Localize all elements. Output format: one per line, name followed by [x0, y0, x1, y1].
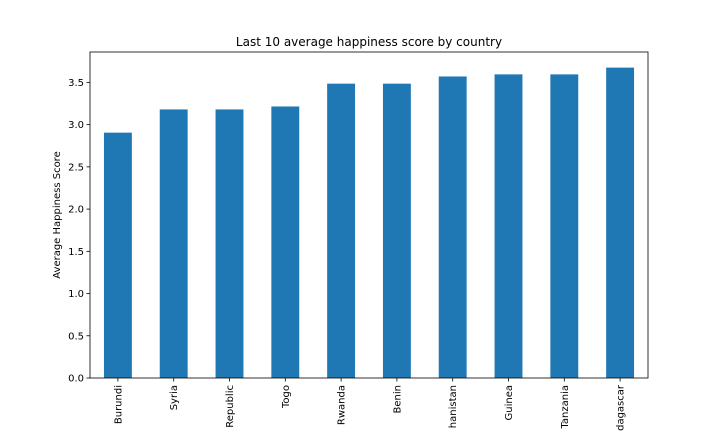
x-tick-label: dagascar	[616, 384, 627, 431]
y-tick-label: 0.0	[68, 374, 84, 385]
x-tick-label: Benin	[392, 385, 403, 413]
x-tick-label: Togo	[281, 385, 292, 409]
y-tick-label: 3.5	[68, 78, 84, 89]
y-axis-label: Average Happiness Score	[52, 151, 63, 278]
plot-area-frame	[89, 51, 649, 379]
bar-burundi	[103, 132, 132, 378]
y-tick-label: 1.0	[68, 289, 84, 300]
x-tick-label: Burundi	[113, 385, 124, 424]
x-tick-label: hanistan	[448, 385, 459, 428]
bar-hanistan	[438, 76, 467, 379]
chart-title: Last 10 average happiness score by count…	[236, 35, 502, 49]
bar-syria	[159, 109, 188, 378]
bars-group	[103, 67, 635, 379]
bar-guinea	[494, 74, 523, 378]
bar-republic	[215, 109, 244, 378]
bar-dagascar	[606, 67, 635, 378]
y-tick-label: 2.0	[68, 205, 84, 216]
y-tick-label: 0.5	[68, 331, 84, 342]
x-tick-label: Republic	[225, 385, 236, 428]
x-tick-label: Rwanda	[337, 385, 348, 425]
bar-togo	[271, 106, 300, 378]
x-tick-label: Tanzania	[560, 385, 571, 430]
bar-benin	[382, 83, 411, 378]
bar-tanzania	[550, 74, 579, 378]
y-tick-label: 3.0	[68, 120, 84, 131]
bar-rwanda	[327, 83, 356, 378]
x-tick-label: Guinea	[504, 385, 515, 420]
y-axis-ticks: 0.0 0.5 1.0 1.5 2.0 2.5 3.0 3.5	[68, 78, 90, 385]
x-tick-label: Syria	[169, 385, 180, 410]
y-tick-label: 2.5	[68, 162, 84, 173]
x-axis-ticks: Burundi Syria Republic Togo Rwanda Benin hanis…	[113, 378, 627, 431]
y-tick-label: 1.5	[68, 247, 84, 258]
